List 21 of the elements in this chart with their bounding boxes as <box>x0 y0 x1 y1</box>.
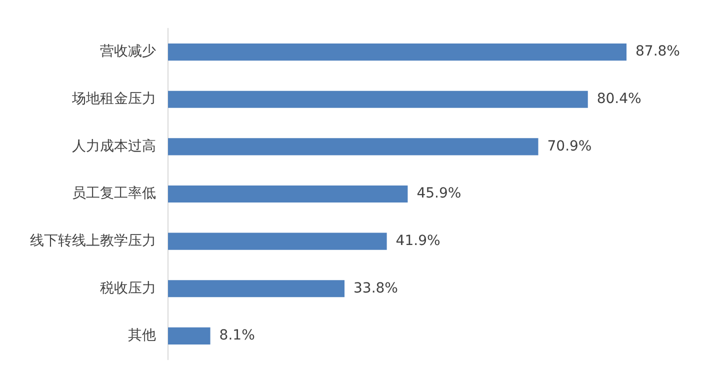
bar <box>168 327 210 344</box>
y-tick-label: 其他 <box>128 328 156 344</box>
data-label: 80.4% <box>596 91 642 108</box>
bar <box>168 185 408 203</box>
y-tick-label: 员工复工率低 <box>72 186 156 202</box>
bar <box>168 232 387 250</box>
bar <box>168 280 345 298</box>
data-label: 8.1% <box>219 328 255 344</box>
y-tick-label: 线下转线上教学压力 <box>30 232 156 249</box>
data-label: 45.9% <box>416 186 462 202</box>
bar <box>168 44 627 61</box>
data-label: 70.9% <box>547 138 592 154</box>
y-tick-label: 场地租金压力 <box>71 91 156 108</box>
data-label: 41.9% <box>396 232 440 249</box>
bar <box>168 90 588 108</box>
data-label: 33.8% <box>354 280 398 296</box>
y-tick-label: 税收压力 <box>100 280 156 296</box>
y-tick-label: 营收减少 <box>100 44 156 60</box>
data-label: 87.8% <box>636 44 680 60</box>
y-tick-label: 人力成本过高 <box>72 138 156 154</box>
bar <box>168 138 538 156</box>
